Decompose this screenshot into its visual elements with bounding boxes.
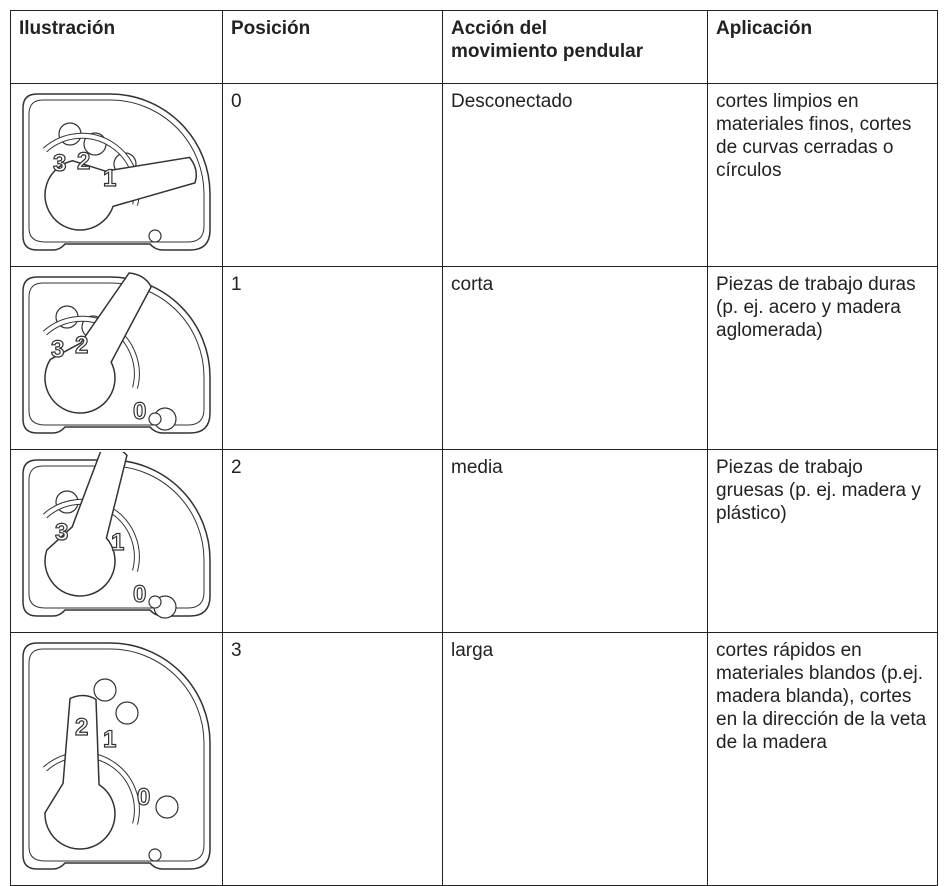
table-body: 3 2 1 0 Desconectado cortes limpios en materi…: [10, 83, 938, 886]
dial-label: 3: [51, 336, 64, 363]
dial-label: 2: [75, 332, 88, 359]
dial-small-hole: [148, 412, 162, 426]
dial-label: 2: [77, 148, 90, 175]
dial-hole: [155, 795, 179, 819]
row: 2 1 0 3 larga cortes rápidos en materiales bl…: [10, 632, 938, 886]
position-cell: 1: [222, 266, 443, 450]
dial-label: 3: [53, 150, 66, 177]
header-cell: Aplicación: [707, 10, 938, 84]
dial-label: 1: [111, 529, 124, 556]
dial-inner: [28, 465, 205, 609]
dial-label: 2: [75, 714, 88, 741]
pendulum-table: Ilustración Posición Acción del movimien…: [10, 10, 938, 886]
dial-hole: [115, 701, 139, 725]
action-cell: corta: [442, 266, 708, 450]
dial-inner: [28, 282, 205, 426]
dial-label: 0: [133, 581, 146, 608]
dial-label: 0: [137, 784, 150, 811]
dial-small-hole: [148, 595, 162, 609]
application-cell: cortes limpios en materiales finos, cort…: [707, 83, 938, 267]
dial-illustration: 3 21: [22, 93, 211, 251]
application-cell: Piezas de trabajo duras (p. ej. acero y …: [707, 266, 938, 450]
dial-label: 1: [103, 165, 116, 192]
dial-illustration: 3 2 0: [22, 272, 211, 434]
header-row: Ilustración Posición Acción del movimien…: [10, 10, 938, 84]
lever-shape: [44, 272, 152, 414]
dial-label: 1: [103, 726, 116, 753]
action-cell: larga: [442, 632, 708, 886]
dial-label: 3: [55, 519, 68, 546]
dial-lever: [44, 272, 152, 414]
row: 3 1 0 2 media Piezas de trabajo gruesas (p. e…: [10, 446, 938, 633]
dial-inner: [28, 99, 205, 243]
header-cell: Posición: [222, 10, 443, 84]
action-cell: media: [442, 449, 708, 633]
lever-shape: [44, 694, 116, 850]
dial-illustration: 3 10: [22, 446, 211, 619]
position-cell: 0: [222, 83, 443, 267]
dial-lever: [44, 156, 198, 231]
header-cell: Ilustración: [10, 10, 223, 84]
application-cell: Piezas de trabajo gruesas (p. ej. madera…: [707, 449, 938, 633]
dial-lever: [44, 694, 116, 850]
dial-small-hole: [148, 848, 162, 862]
dial-small-hole: [148, 229, 162, 243]
lever-shape: [44, 156, 198, 231]
dial-illustration: 2 1 0: [22, 642, 211, 870]
dial-inner: [28, 648, 205, 862]
header-cell: Acción del movimiento pendular: [442, 10, 708, 84]
dial-hole: [93, 678, 117, 702]
row: 3 2 1 0 Desconectado cortes limpios en materi…: [10, 83, 938, 267]
position-cell: 2: [222, 449, 443, 633]
action-cell: Desconectado: [442, 83, 708, 267]
row: 3 2 0 1 corta Piezas de trabajo duras (p. ej.…: [10, 266, 938, 450]
dial-arc-inner: [43, 752, 139, 825]
position-cell: 3: [222, 632, 443, 886]
dial-outline: [22, 642, 211, 870]
dial-label: 0: [133, 398, 146, 425]
application-cell: cortes rápidos en materiales blandos (p.…: [707, 632, 938, 886]
